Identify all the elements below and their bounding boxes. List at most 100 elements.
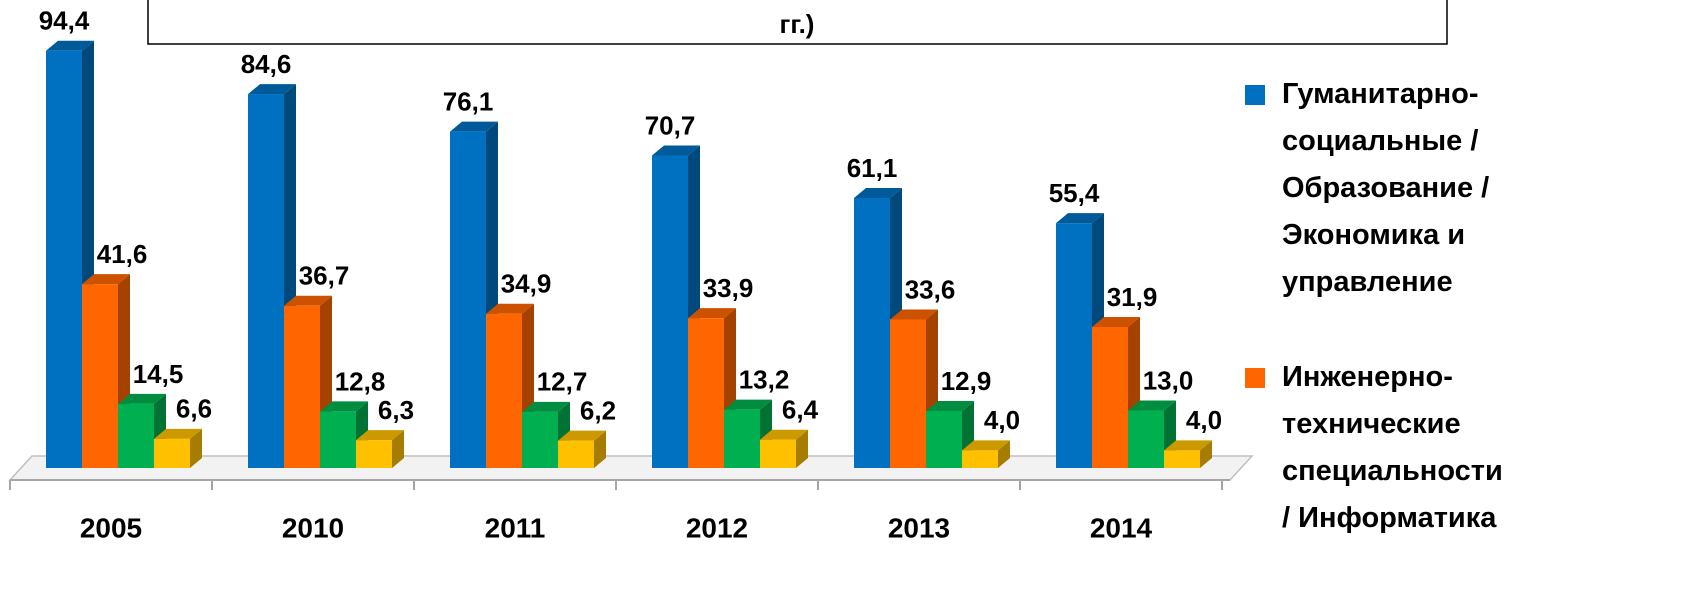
bar-front — [760, 439, 796, 468]
data-label: 76,1 — [443, 87, 494, 117]
bar-top — [118, 393, 166, 404]
legend-line: технические — [1282, 408, 1461, 440]
bar — [1164, 440, 1212, 468]
bar-top — [724, 399, 772, 410]
data-label: 94,4 — [39, 6, 90, 36]
bar-front — [652, 155, 688, 469]
bar-side — [796, 429, 808, 468]
data-label: 6,6 — [176, 394, 212, 424]
bar-front — [320, 411, 356, 468]
bar-side — [998, 440, 1010, 468]
bar-top — [926, 400, 974, 411]
bar-front — [854, 197, 890, 469]
bar-top — [1092, 317, 1140, 328]
legend-line: Гуманитарно- — [1282, 78, 1479, 110]
bar-side — [1200, 440, 1212, 468]
x-tick-label: 2010 — [282, 512, 344, 543]
bar-side — [190, 428, 202, 468]
bar-front — [558, 440, 594, 468]
bar-top — [522, 401, 570, 412]
bar-front — [284, 305, 320, 468]
bar-top — [154, 428, 202, 439]
data-label: 4,0 — [984, 405, 1020, 435]
data-label: 61,1 — [847, 153, 898, 183]
legend-line: Инженерно- — [1282, 361, 1453, 393]
data-label: 33,6 — [905, 274, 956, 304]
data-label: 33,9 — [703, 273, 754, 303]
legend-swatch — [1245, 368, 1265, 388]
bar-top — [890, 309, 938, 320]
bar-side — [594, 430, 606, 468]
bar-front — [450, 131, 486, 468]
bar-front — [1092, 327, 1128, 468]
data-label: 6,2 — [580, 395, 616, 425]
bar-front — [962, 450, 998, 468]
bar-top — [1164, 440, 1212, 451]
bar-top — [1128, 400, 1176, 411]
bar-front — [1164, 450, 1200, 468]
x-tick-label: 2005 — [80, 512, 142, 543]
bar-front — [46, 50, 82, 468]
legend-line: / Информатика — [1282, 502, 1497, 534]
bar-top — [356, 430, 404, 441]
data-label: 13,2 — [739, 365, 790, 395]
bar-front — [724, 409, 760, 468]
legend-line: управление — [1282, 266, 1453, 298]
legend-label: Инженерно-технические специальности / Инфо… — [1282, 361, 1503, 534]
data-label: 34,9 — [501, 269, 552, 299]
data-label: 12,9 — [941, 366, 992, 396]
bar-top — [558, 430, 606, 441]
bar-top — [1056, 213, 1104, 224]
bar-front — [522, 411, 558, 468]
bar-top — [82, 274, 130, 285]
bar — [486, 303, 534, 468]
data-label: 14,5 — [133, 359, 184, 389]
data-label: 55,4 — [1049, 178, 1100, 208]
bar — [356, 430, 404, 468]
bar-front — [118, 403, 154, 468]
data-label: 12,7 — [537, 367, 588, 397]
bar-front — [926, 410, 962, 468]
x-tick-label: 2014 — [1090, 512, 1153, 543]
data-label: 70,7 — [645, 110, 696, 140]
chart-title: гг.) — [780, 9, 815, 39]
bar — [760, 429, 808, 468]
bar — [558, 430, 606, 468]
bar-front — [248, 94, 284, 469]
bar-front — [154, 438, 190, 468]
bar-front — [82, 284, 118, 468]
bar-top — [46, 40, 94, 51]
data-label: 4,0 — [1186, 405, 1222, 435]
data-label: 6,4 — [782, 395, 819, 425]
bar-top — [962, 440, 1010, 451]
bar-top — [854, 187, 902, 198]
bar-front — [890, 319, 926, 468]
bar-top — [284, 295, 332, 306]
data-label: 41,6 — [97, 239, 148, 269]
bar-top — [486, 303, 534, 314]
bar-front — [688, 318, 724, 468]
x-tick-label: 2011 — [485, 512, 546, 543]
title-box — [147, 0, 1448, 45]
bar-top — [652, 145, 700, 156]
x-tick-label: 2012 — [686, 512, 748, 543]
legend-line: специальности — [1282, 455, 1503, 487]
data-label: 31,9 — [1107, 282, 1158, 312]
data-label: 84,6 — [241, 49, 292, 79]
bar — [962, 440, 1010, 468]
legend-swatch — [1245, 85, 1265, 105]
data-label: 36,7 — [299, 261, 350, 291]
bar-top — [248, 84, 296, 95]
bar-front — [486, 313, 522, 468]
bar-front — [1056, 223, 1092, 468]
bar-side — [392, 430, 404, 468]
legend-line: Образование / — [1282, 172, 1489, 204]
legend-line: Экономика и — [1282, 219, 1465, 251]
legend-line: социальные / — [1282, 125, 1478, 157]
bar-top — [320, 401, 368, 412]
bar-top — [450, 121, 498, 132]
x-tick-label: 2013 — [888, 512, 950, 543]
data-label: 12,8 — [335, 366, 386, 396]
bar — [154, 428, 202, 468]
